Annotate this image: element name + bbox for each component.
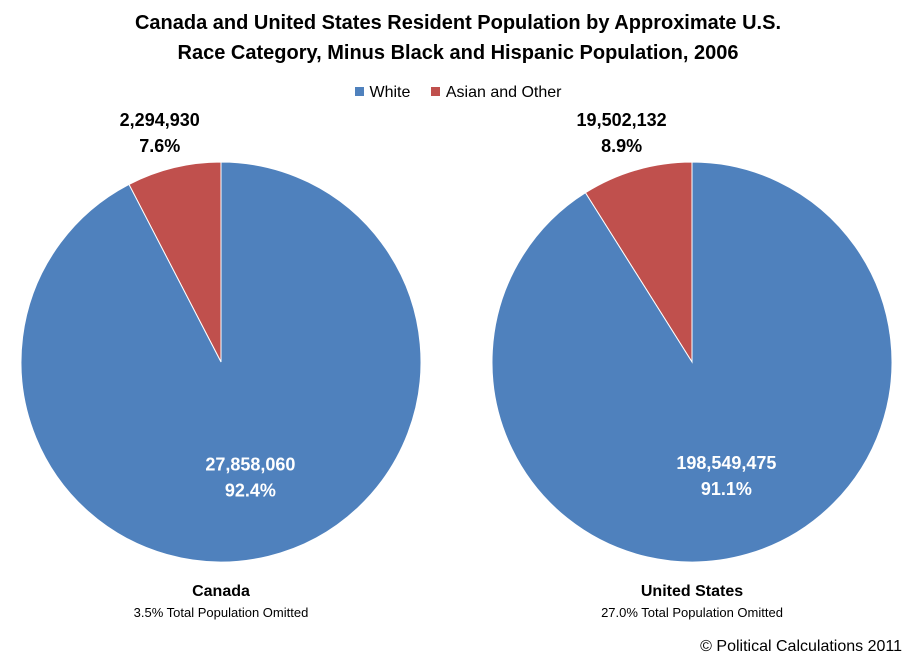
pie-value-label: 27,858,060: [205, 454, 295, 474]
pie-percent-label: 92.4%: [225, 480, 276, 500]
pie-slice-asian-other: [584, 161, 693, 364]
pie-canada: 2,294,930 7.6% 27,858,060 92.4% Canada 3.5% T…: [20, 110, 422, 620]
pie-caption: United States: [641, 583, 743, 600]
legend-swatch-white: [354, 87, 364, 96]
pie-value-label: 198,549,475: [676, 453, 776, 473]
legend-label-white: White: [369, 84, 411, 101]
pie-percent-label: 91.1%: [701, 479, 752, 499]
legend-swatch-asian-other: [430, 87, 440, 96]
pie-percent-label: 7.6%: [139, 136, 180, 156]
pie-value-label: 19,502,132: [577, 110, 667, 130]
legend-label-asian-other: Asian and Other: [445, 84, 562, 101]
legend-item-white: White: [354, 84, 411, 102]
chart-title: Canada and United States Resident Popula…: [0, 8, 916, 68]
chart-title-line-2: Race Category, Minus Black and Hispanic …: [177, 42, 739, 64]
chart-title-line-1: Canada and United States Resident Popula…: [134, 12, 782, 34]
pie-note: 27.0% Total Population Omitted: [601, 605, 783, 620]
legend: White Asian and Other: [0, 84, 916, 102]
pie-slice-white: [491, 161, 893, 563]
pie-united-states: 19,502,132 8.9% 198,549,475 91.1% United Sta…: [491, 110, 893, 620]
pie-value-label: 2,294,930: [120, 110, 200, 130]
pie-slice-white: [20, 161, 422, 563]
pie-percent-label: 8.9%: [601, 136, 642, 156]
pie-slice-asian-other: [128, 161, 222, 363]
pie-note: 3.5% Total Population Omitted: [134, 605, 309, 620]
pie-caption: Canada: [192, 583, 250, 600]
credit: © Political Calculations 2011: [700, 638, 902, 655]
legend-item-asian-other: Asian and Other: [430, 84, 562, 102]
